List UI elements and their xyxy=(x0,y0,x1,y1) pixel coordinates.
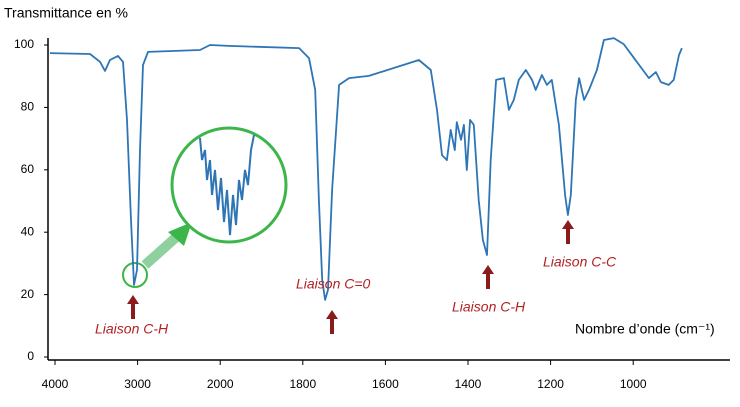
zoom-source xyxy=(122,262,148,288)
y-tick-label: 40 xyxy=(21,224,35,238)
x-tick-label: 2000 xyxy=(207,377,234,391)
y-tick-label: 60 xyxy=(21,162,35,176)
annotation: Liaison C-H xyxy=(95,321,169,337)
annotation: Liaison C=0 xyxy=(296,276,371,292)
y-axis-label: Transmittance en % xyxy=(4,5,128,21)
spectrum-line xyxy=(49,37,683,301)
x-tick-label: 4000 xyxy=(42,377,69,391)
annotation-arrow-head xyxy=(127,295,139,304)
annotation-arrow-head xyxy=(482,265,494,274)
y-tick-label: 0 xyxy=(27,349,34,363)
annotation-arrow-head xyxy=(562,220,574,229)
x-axis-label: Nombre d’onde (cm⁻¹) xyxy=(575,321,715,337)
y-tick-label: 20 xyxy=(21,287,35,301)
annotation: Liaison C-H xyxy=(452,299,526,315)
annotation: Liaison C-C xyxy=(543,254,617,270)
x-tick-label: 1400 xyxy=(455,377,482,391)
x-tick-label: 1800 xyxy=(289,377,316,391)
x-tick-label: 1000 xyxy=(620,377,647,391)
y-tick-label: 100 xyxy=(14,37,34,51)
zoom-arrow-head xyxy=(168,222,192,246)
x-tick-label: 3000 xyxy=(124,377,151,391)
x-tick-label: 1600 xyxy=(372,377,399,391)
zoom-detail xyxy=(199,134,255,236)
y-tick-label: 80 xyxy=(21,100,35,114)
x-tick-label: 1200 xyxy=(537,377,564,391)
annotation-arrow-head xyxy=(326,310,338,319)
zoom-circle xyxy=(170,126,288,244)
zoom-inset xyxy=(122,126,288,288)
